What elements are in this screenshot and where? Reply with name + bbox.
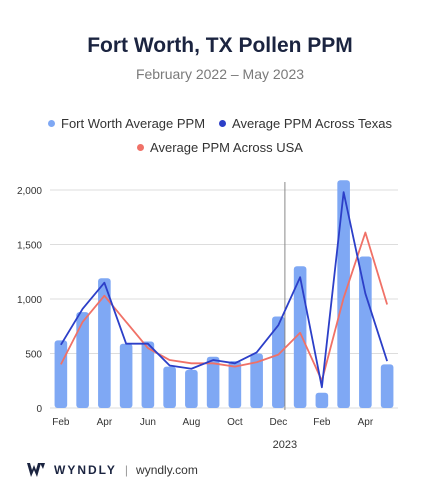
brand-name: WYNDLY [54, 463, 117, 477]
x-tick-label: Feb [52, 417, 70, 428]
bar [315, 392, 329, 408]
bar [337, 180, 350, 408]
y-tick-label: 500 [25, 350, 42, 361]
bar [380, 364, 394, 408]
x-tick-label: Apr [97, 417, 113, 428]
bar [359, 256, 372, 408]
footer-url[interactable]: wyndly.com [136, 463, 198, 477]
x-tick-label: Jun [140, 417, 156, 428]
y-tick-label: 1,500 [17, 241, 42, 252]
x-tick-label: Oct [227, 417, 243, 428]
bar [119, 343, 133, 408]
bar [228, 361, 242, 408]
year-label: 2023 [273, 439, 297, 451]
chart-title: Fort Worth, TX Pollen PPM [87, 34, 353, 57]
bar [250, 353, 263, 408]
footer-separator: | [124, 463, 129, 477]
footer: WYNDLY | wyndly.com [26, 462, 198, 478]
bar [272, 316, 285, 408]
legend-item-fort-worth[interactable]: Fort Worth Average PPM [48, 116, 205, 131]
bar [206, 356, 220, 408]
series-line-usa [60, 231, 388, 382]
bar [76, 312, 89, 408]
x-tick-label: Feb [313, 417, 331, 428]
legend-row-2: Average PPM Across USA [0, 140, 440, 155]
bar [185, 369, 198, 408]
legend-label-fort-worth: Fort Worth Average PPM [61, 116, 206, 131]
legend-item-texas[interactable]: Average PPM Across Texas [219, 116, 392, 131]
legend-row-1: Fort Worth Average PPM Average PPM Acros… [0, 116, 440, 131]
bar [163, 366, 176, 408]
chart-subtitle: February 2022 – May 2023 [135, 66, 305, 82]
legend-label-texas: Average PPM Across Texas [232, 116, 392, 131]
bar [98, 278, 111, 408]
y-tick-label: 2,000 [17, 186, 42, 197]
bar [141, 341, 155, 408]
legend-swatch-fort-worth [48, 120, 56, 127]
bar [293, 266, 307, 408]
y-tick-label: 0 [36, 404, 42, 415]
series-line-texas [60, 191, 388, 389]
x-tick-label: Apr [358, 417, 374, 428]
y-tick-label: 1,000 [17, 295, 42, 306]
legend-swatch-texas [219, 120, 227, 127]
legend-item-usa[interactable]: Average PPM Across USA [137, 140, 303, 155]
wyndly-logo-icon [27, 463, 45, 477]
legend-label-usa: Average PPM Across USA [150, 140, 303, 155]
chart-plot: 0 500 1,000 1,500 2,000 Feb Apr Jun Aug Oct Dec Feb… [17, 180, 398, 451]
legend-swatch-usa [137, 144, 145, 151]
bar [54, 340, 68, 408]
x-tick-label: Dec [269, 417, 287, 428]
x-tick-label: Aug [182, 417, 200, 428]
